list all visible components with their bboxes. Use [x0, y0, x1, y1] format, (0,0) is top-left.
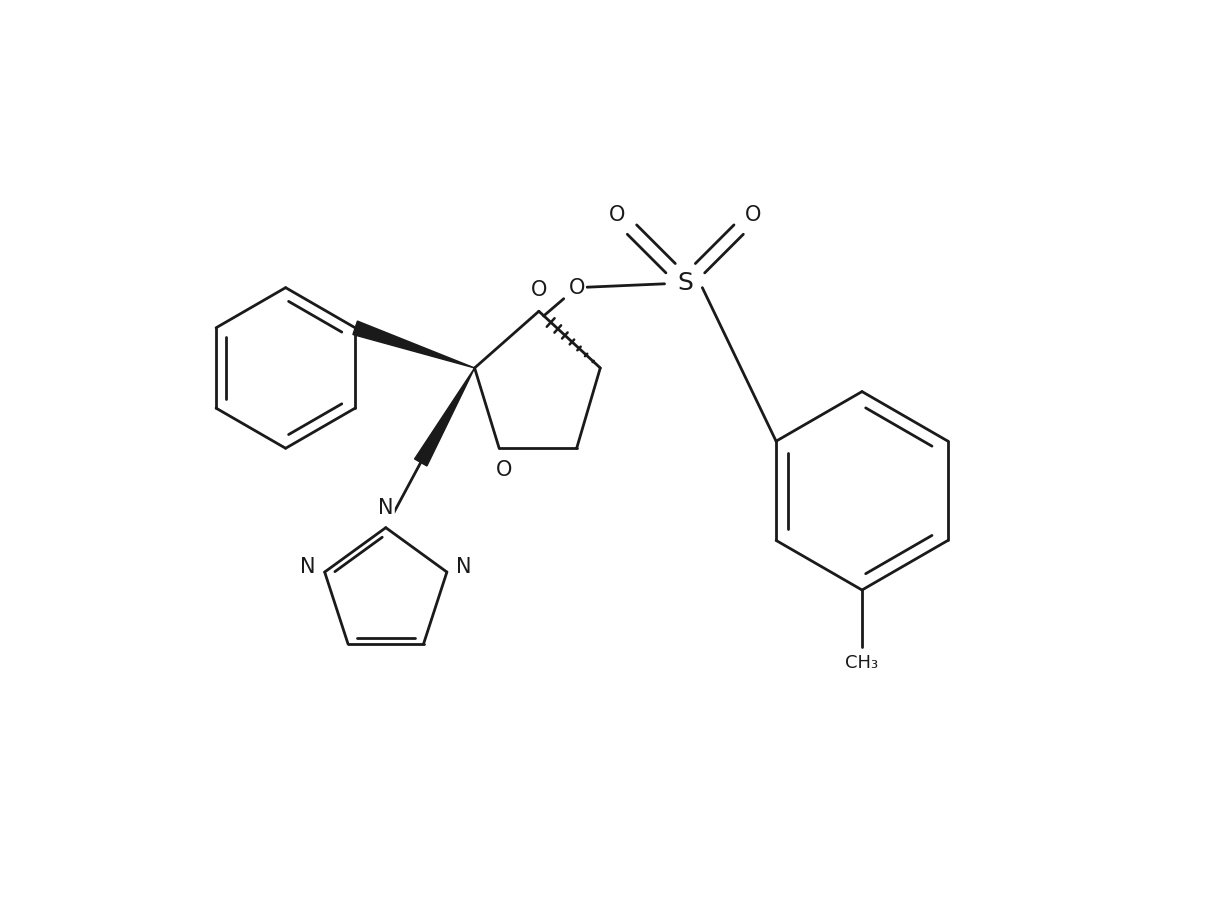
- Text: N: N: [456, 557, 472, 577]
- Text: O: O: [569, 277, 584, 298]
- Text: O: O: [745, 205, 761, 225]
- Text: N: N: [456, 557, 472, 577]
- Polygon shape: [353, 321, 474, 368]
- Text: O: O: [531, 280, 547, 300]
- Text: O: O: [496, 459, 512, 479]
- Text: O: O: [745, 205, 761, 225]
- Text: S: S: [678, 271, 693, 295]
- Text: CH₃: CH₃: [846, 654, 878, 672]
- Text: O: O: [609, 205, 626, 225]
- Text: N: N: [300, 557, 316, 577]
- Text: O: O: [496, 459, 512, 479]
- Text: O: O: [569, 277, 584, 298]
- Text: N: N: [378, 498, 393, 518]
- Text: N: N: [378, 498, 393, 518]
- Text: S: S: [678, 271, 693, 295]
- Text: O: O: [531, 280, 547, 300]
- Text: N: N: [300, 557, 316, 577]
- Text: O: O: [609, 205, 626, 225]
- Polygon shape: [415, 368, 474, 466]
